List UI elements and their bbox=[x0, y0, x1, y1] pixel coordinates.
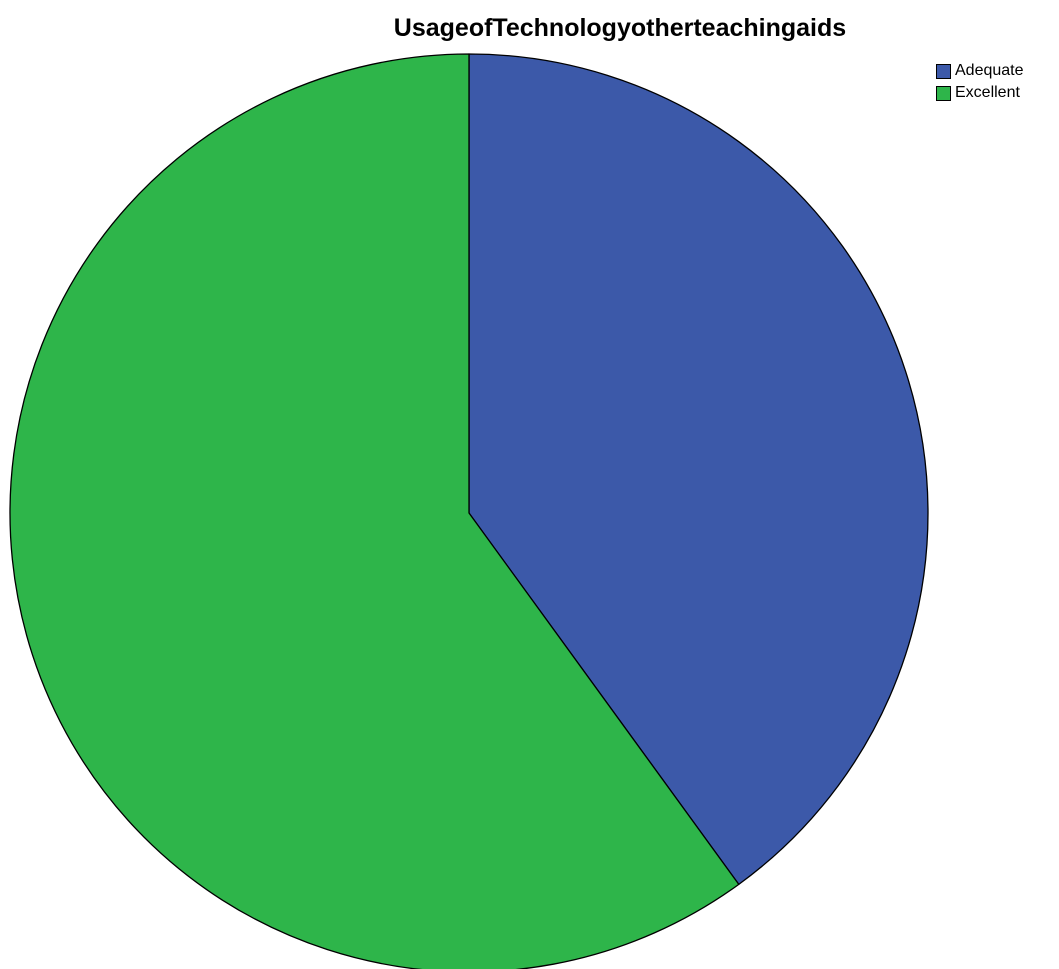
legend-label-adequate: Adequate bbox=[955, 62, 1024, 79]
pie-slice-adequate bbox=[468, 53, 929, 885]
chart-title: UsageofTechnologyotherteachingaids bbox=[393, 14, 847, 42]
legend-item-adequate: Adequate bbox=[936, 60, 1024, 82]
legend-swatch-adequate bbox=[936, 63, 951, 79]
legend-swatch-excellent bbox=[936, 85, 951, 101]
legend-label-excellent: Excellent bbox=[955, 84, 1020, 101]
legend-item-excellent: Excellent bbox=[936, 82, 1024, 104]
pie-slice-excellent bbox=[9, 53, 740, 969]
legend: Adequate Excellent bbox=[936, 60, 1024, 104]
